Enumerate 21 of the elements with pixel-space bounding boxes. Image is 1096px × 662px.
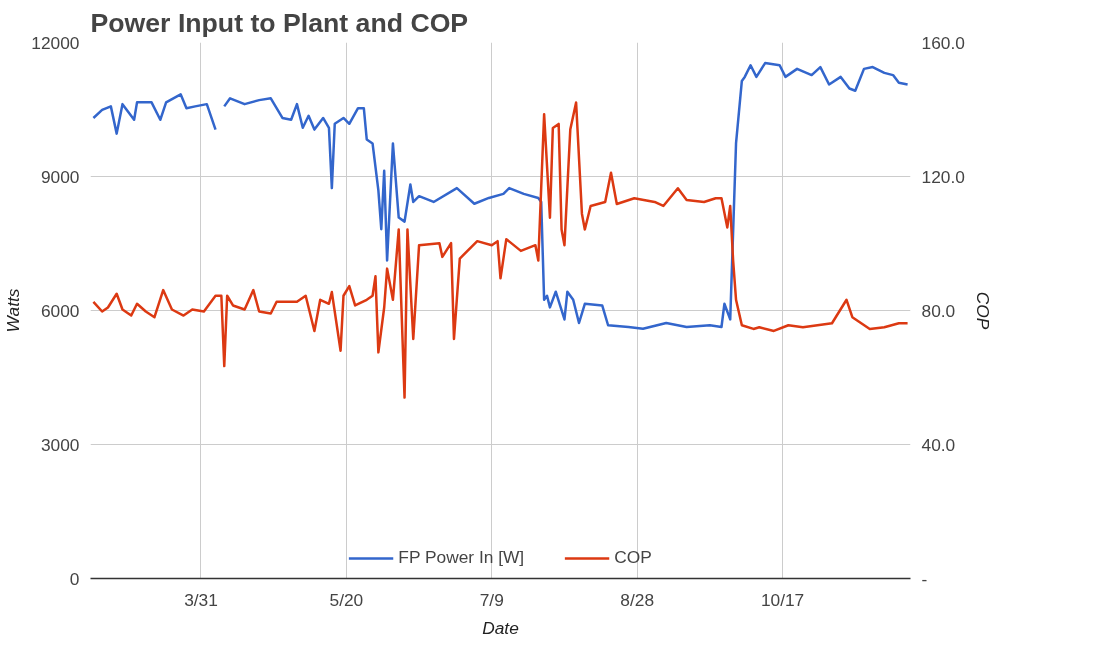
y-tick-label: 0 — [69, 568, 80, 589]
chart-title: Power Input to Plant and COP — [90, 7, 469, 38]
y-tick-label: 9000 — [40, 166, 80, 187]
x-tick-label: 5/20 — [329, 589, 364, 610]
y-tick-label: 6000 — [40, 300, 80, 321]
y-axis-title: Watts — [3, 288, 24, 333]
x-tick-label: 7/9 — [479, 589, 504, 610]
x-tick-label: 10/17 — [760, 589, 805, 610]
x-tick-label: 3/31 — [184, 589, 218, 610]
y2-axis-title: COP — [972, 291, 993, 330]
x-tick-label: 8/28 — [620, 589, 655, 610]
y2-tick-label: 120.0 — [921, 166, 965, 187]
y-tick-label: 3000 — [40, 434, 80, 455]
y2-tick-label: 160.0 — [921, 32, 965, 53]
x-axis-title: Date — [482, 617, 519, 638]
y-tick-label: 12000 — [31, 32, 80, 53]
legend-label: COP — [614, 547, 652, 568]
y2-tick-label: 40.0 — [921, 434, 956, 455]
y2-tick-label: - — [921, 568, 928, 589]
y2-tick-label: 80.0 — [921, 300, 956, 321]
legend-label: FP Power In [W] — [398, 547, 525, 568]
